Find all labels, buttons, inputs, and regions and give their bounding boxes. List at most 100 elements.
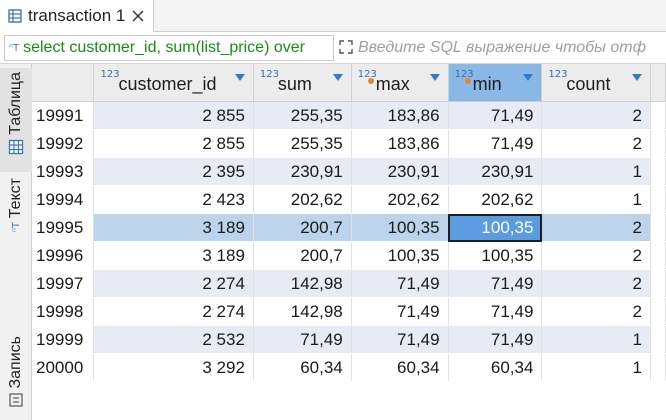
row-number[interactable]: 19993 <box>32 157 95 186</box>
cell-customer-id[interactable]: 3 292 <box>93 353 254 382</box>
cell-count[interactable]: 2 <box>541 213 651 242</box>
table-row[interactable]: 19995 3 189 200,7 100,35 100,35 2 <box>32 213 666 242</box>
expand-icon[interactable] <box>338 39 354 55</box>
table-row[interactable]: 19994 2 423 202,62 202,62 202,62 1 <box>32 185 666 214</box>
table-row[interactable]: 19996 3 189 200,7 100,35 100,35 2 <box>32 241 666 270</box>
cell-count[interactable]: 2 <box>541 101 651 130</box>
close-icon[interactable] <box>131 9 145 23</box>
sort-arrow-icon[interactable] <box>332 74 343 81</box>
cell-customer-id[interactable]: 2 423 <box>93 185 254 214</box>
cell-customer-id[interactable]: 2 855 <box>93 101 254 130</box>
cell-min[interactable]: 71,49 <box>448 297 543 326</box>
cell-min[interactable]: 230,91 <box>448 157 543 186</box>
cell-customer-id[interactable]: 3 189 <box>93 213 254 242</box>
cell-min[interactable]: 71,49 <box>448 269 543 298</box>
sort-arrow-icon[interactable] <box>523 74 534 81</box>
column-header-count[interactable]: 123 count <box>541 64 651 102</box>
cell-sum[interactable]: 255,35 <box>253 129 352 158</box>
side-tab-text[interactable]: Текст ⁿT <box>0 176 32 266</box>
table-row[interactable]: 20000 3 292 60,34 60,34 60,34 1 <box>32 353 666 382</box>
cell-count[interactable]: 2 <box>541 129 651 158</box>
side-tab-table[interactable]: Таблица <box>0 68 32 172</box>
cell-count[interactable]: 1 <box>541 157 651 186</box>
cell-sum[interactable]: 202,62 <box>253 185 352 214</box>
cell-sum[interactable]: 142,98 <box>253 297 352 326</box>
cell-count[interactable]: 1 <box>541 353 651 382</box>
cell-count[interactable]: 2 <box>541 241 651 270</box>
cell-sum[interactable]: 142,98 <box>253 269 352 298</box>
side-tab-record[interactable]: Запись <box>0 336 32 420</box>
cell-min[interactable]: 71,49 <box>448 325 543 354</box>
sort-arrow-icon[interactable] <box>429 74 440 81</box>
side-panel: Таблица Текст ⁿT Запись <box>0 64 32 420</box>
row-number[interactable]: 19996 <box>32 241 95 270</box>
cell-max[interactable]: 71,49 <box>351 325 449 354</box>
row-filler <box>650 185 666 214</box>
table-row[interactable]: 19999 2 532 71,49 71,49 71,49 1 <box>32 325 666 354</box>
cell-min[interactable]: 202,62 <box>448 185 543 214</box>
column-header-sum[interactable]: 123 sum <box>253 64 352 102</box>
cell-customer-id[interactable]: 2 532 <box>93 325 254 354</box>
row-filler <box>650 325 666 354</box>
row-number[interactable]: 19994 <box>32 185 95 214</box>
column-header-min[interactable]: 123 min <box>448 64 543 102</box>
cell-count[interactable]: 2 <box>541 269 651 298</box>
row-number[interactable]: 19999 <box>32 325 95 354</box>
cell-customer-id[interactable]: 2 274 <box>93 297 254 326</box>
column-name: sum <box>277 74 312 94</box>
cell-min[interactable]: 71,49 <box>448 129 543 158</box>
side-tab-table-label: Таблица <box>7 72 24 135</box>
table-row[interactable]: 19992 2 855 255,35 183,86 71,49 2 <box>32 129 666 158</box>
cell-sum[interactable]: 230,91 <box>253 157 352 186</box>
column-header-customer-id[interactable]: 123 customer_id <box>93 64 254 102</box>
filter-input[interactable] <box>356 35 666 61</box>
cell-max[interactable]: 60,34 <box>351 353 449 382</box>
row-number[interactable]: 19995 <box>32 213 95 242</box>
cell-min[interactable]: 71,49 <box>448 101 543 130</box>
cell-min[interactable]: 100,35 <box>448 213 543 242</box>
numeric-type-icon: 123 <box>259 69 280 80</box>
cell-max[interactable]: 230,91 <box>351 157 449 186</box>
table-row[interactable]: 19991 2 855 255,35 183,86 71,49 2 <box>32 101 666 130</box>
row-number[interactable]: 19997 <box>32 269 95 298</box>
sort-arrow-icon[interactable] <box>234 74 245 81</box>
table-row[interactable]: 19993 2 395 230,91 230,91 230,91 1 <box>32 157 666 186</box>
cell-count[interactable]: 1 <box>541 325 651 354</box>
tab-title: transaction 1 <box>28 6 126 25</box>
row-number[interactable]: 20000 <box>32 353 95 382</box>
cell-sum[interactable]: 71,49 <box>253 325 352 354</box>
corner-cell <box>32 64 95 102</box>
cell-min[interactable]: 60,34 <box>448 353 543 382</box>
row-number[interactable]: 19992 <box>32 129 95 158</box>
tab-transaction[interactable]: transaction 1 <box>0 0 154 32</box>
editor-tab-bar: transaction 1 <box>0 0 666 32</box>
cell-sum[interactable]: 200,7 <box>253 213 352 242</box>
cell-count[interactable]: 2 <box>541 297 651 326</box>
cell-customer-id[interactable]: 2 274 <box>93 269 254 298</box>
cell-max[interactable]: 183,86 <box>351 129 449 158</box>
row-number[interactable]: 19991 <box>32 101 95 130</box>
row-filler <box>650 129 666 158</box>
row-number[interactable]: 19998 <box>32 297 95 326</box>
cell-max[interactable]: 71,49 <box>351 269 449 298</box>
results-grid: 123 customer_id 123 sum 123 <box>32 64 666 420</box>
cell-sum[interactable]: 60,34 <box>253 353 352 382</box>
cell-customer-id[interactable]: 3 189 <box>93 241 254 270</box>
cell-sum[interactable]: 255,35 <box>253 101 352 130</box>
cell-max[interactable]: 202,62 <box>351 185 449 214</box>
cell-max[interactable]: 100,35 <box>351 241 449 270</box>
column-name: max <box>375 74 410 94</box>
cell-customer-id[interactable]: 2 395 <box>93 157 254 186</box>
cell-customer-id[interactable]: 2 855 <box>93 129 254 158</box>
query-text-box[interactable]: ⁿT select customer_id, sum(list_price) o… <box>4 35 334 61</box>
cell-max[interactable]: 100,35 <box>351 213 449 242</box>
column-header-max[interactable]: 123 max <box>351 64 449 102</box>
cell-sum[interactable]: 200,7 <box>253 241 352 270</box>
table-row[interactable]: 19997 2 274 142,98 71,49 71,49 2 <box>32 269 666 298</box>
cell-max[interactable]: 71,49 <box>351 297 449 326</box>
cell-max[interactable]: 183,86 <box>351 101 449 130</box>
table-row[interactable]: 19998 2 274 142,98 71,49 71,49 2 <box>32 297 666 326</box>
cell-count[interactable]: 1 <box>541 185 651 214</box>
sort-arrow-icon[interactable] <box>631 74 642 81</box>
cell-min[interactable]: 100,35 <box>448 241 543 270</box>
